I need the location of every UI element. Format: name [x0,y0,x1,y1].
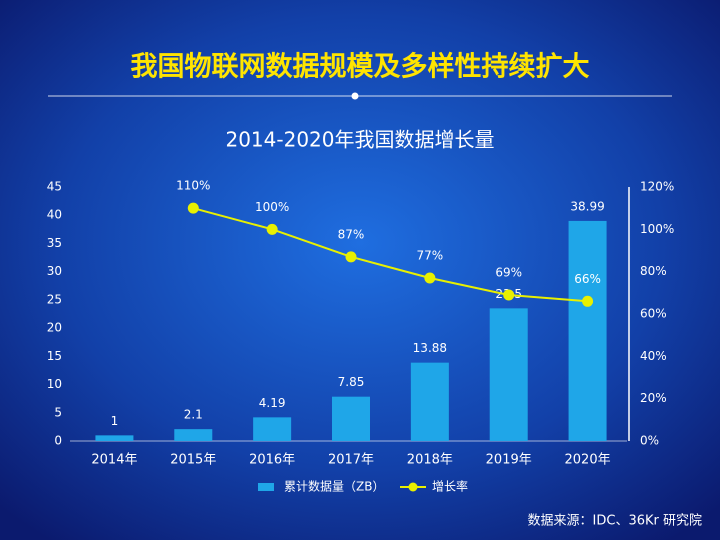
y2-tick-label: 60% [640,307,667,321]
bar-label: 7.85 [338,375,365,389]
bar-label: 4.19 [259,396,286,410]
line [193,207,588,303]
line-label: 110% [176,179,210,193]
y2-tick-label: 120% [640,180,674,194]
y-tick-label: 15 [47,349,62,363]
bar-label: 1 [111,414,119,428]
source: 数据来源：IDC、36Kr 研究院 [528,514,702,529]
y-tick-label: 40 [47,208,62,222]
bar [568,220,607,441]
y-tick-label: 10 [47,377,62,391]
x-tick-label: 2014年 [91,453,137,468]
x-tick-label: 2015年 [170,453,216,468]
legend-label: 累计数据量（ZB） [284,479,384,494]
y2-tick-label: 0% [640,434,659,448]
x-tick-label: 2018年 [407,453,453,468]
line-point [187,202,199,214]
bar [95,435,134,441]
line-label: 87% [338,227,365,241]
legend-label: 增长率 [432,479,468,494]
y-tick-label: 45 [47,180,62,194]
line-point [424,272,436,284]
x-tick-label: 2019年 [486,453,532,468]
chart-subtitle: 2014-2020年我国数据增长量 [225,128,494,152]
bar [489,308,528,441]
line-point [266,223,278,235]
y-tick-label: 35 [47,236,62,250]
x-tick-label: 2020年 [565,453,611,468]
x-tick-label: 2017年 [328,453,374,468]
y2-tick-label: 20% [640,391,667,405]
bar-label: 13.88 [413,341,447,355]
y2-tick-label: 40% [640,349,667,363]
bar [174,429,213,441]
divider-dot [351,92,359,100]
line-label: 69% [495,265,522,279]
y-tick-label: 5 [54,405,62,419]
y-tick-label: 0 [54,434,62,448]
legend-swatch-dot [408,482,418,492]
bar [253,417,292,441]
line-label: 77% [417,249,444,263]
bar-label: 38.99 [570,199,604,213]
line-point [582,295,594,307]
line-point [503,289,515,301]
y-tick-label: 25 [47,292,62,306]
bar [332,396,370,441]
y2-tick-label: 80% [640,264,667,278]
x-tick-label: 2016年 [249,453,295,468]
line-point [345,251,357,263]
chart-title: 我国物联网数据规模及多样性持续扩大 [131,51,590,83]
y-tick-label: 30 [47,264,62,278]
bar [410,362,449,441]
y2-tick-label: 100% [640,222,674,236]
y-tick-label: 20 [47,321,62,335]
line-label: 100% [255,200,289,214]
legend-swatch [258,483,274,491]
bar-label: 2.1 [184,408,203,422]
line-label: 66% [574,272,601,286]
